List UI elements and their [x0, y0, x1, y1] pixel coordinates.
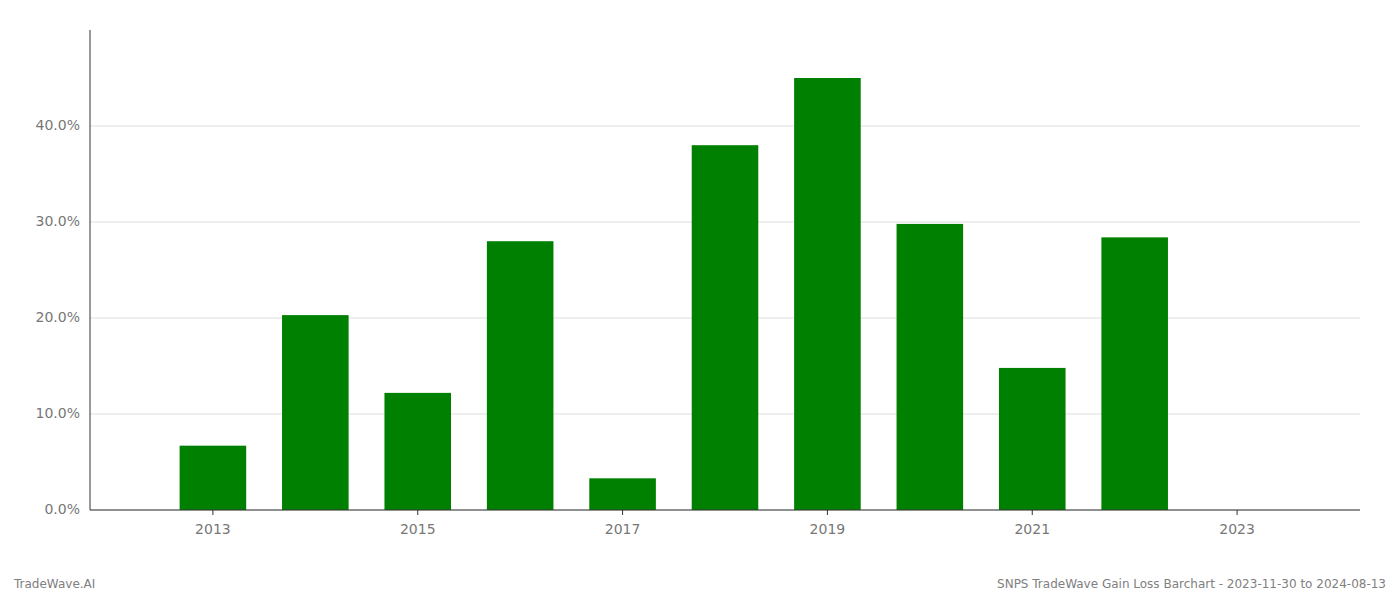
bar: [487, 241, 554, 510]
bar: [180, 446, 247, 510]
y-tick-label: 10.0%: [36, 405, 80, 421]
bar: [692, 145, 759, 510]
y-tick-label: 40.0%: [36, 117, 80, 133]
grid: [90, 126, 1360, 510]
y-axis-line: [90, 30, 91, 510]
footer-text: SNPS TradeWave Gain Loss Barchart - 2023…: [997, 577, 1386, 591]
grid-line: [90, 126, 1360, 127]
bar: [794, 78, 861, 510]
bar: [282, 315, 349, 510]
x-tick-label: 2021: [1014, 521, 1050, 537]
x-tick: [417, 510, 418, 515]
x-tick: [622, 510, 623, 515]
x-tick-label: 2023: [1219, 521, 1255, 537]
x-tick: [212, 510, 213, 515]
y-tick-label: 20.0%: [36, 309, 80, 325]
x-tick-label: 2019: [810, 521, 846, 537]
y-tick-label: 0.0%: [44, 501, 80, 517]
x-tick: [827, 510, 828, 515]
bar: [384, 393, 451, 510]
chart: 0.0% 10.0% 20.0% 30.0% 40.0% 2013 2015 2017 2019…: [0, 0, 1400, 600]
x-tick-label: 2013: [195, 521, 231, 537]
footer-text: TradeWave.AI: [13, 577, 95, 591]
bars: [180, 78, 1168, 510]
x-tick-label: 2017: [605, 521, 641, 537]
grid-line: [90, 510, 1360, 511]
y-tick-label: 30.0%: [36, 213, 80, 229]
bar: [999, 368, 1066, 510]
x-axis: 2013 2015 2017 2019 2021 2023: [195, 510, 1255, 537]
x-tick-label: 2015: [400, 521, 436, 537]
bar: [897, 224, 964, 510]
x-axis-line: [90, 510, 1360, 511]
bar: [1101, 237, 1168, 510]
bar: [589, 478, 656, 510]
x-tick: [1032, 510, 1033, 515]
y-axis: 0.0% 10.0% 20.0% 30.0% 40.0%: [36, 117, 80, 517]
x-tick: [1237, 510, 1238, 515]
